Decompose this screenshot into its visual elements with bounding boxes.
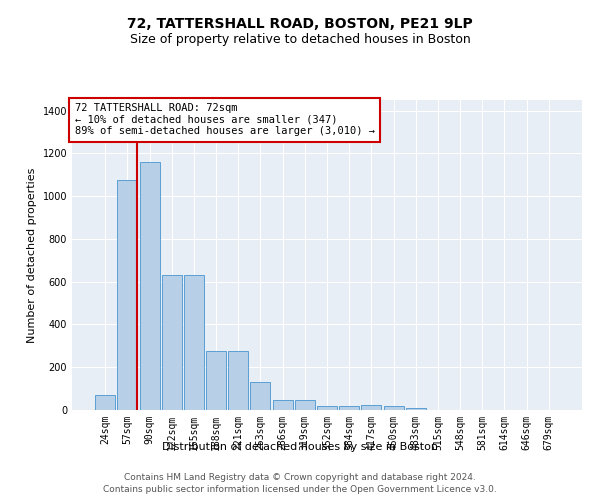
Bar (140, 162, 160, 410)
Text: Size of property relative to detached houses in Boston: Size of property relative to detached ho… (130, 32, 470, 46)
Bar (361, 404, 382, 410)
Bar (339, 406, 359, 410)
Text: Distribution of detached houses by size in Boston: Distribution of detached houses by size … (162, 442, 438, 452)
Bar (162, 276, 182, 410)
Bar (95, 395, 115, 410)
Text: Contains public sector information licensed under the Open Government Licence v3: Contains public sector information licen… (103, 485, 497, 494)
Bar (272, 400, 293, 410)
Text: Contains HM Land Registry data © Crown copyright and database right 2024.: Contains HM Land Registry data © Crown c… (124, 472, 476, 482)
Bar (206, 351, 226, 410)
Bar (317, 406, 337, 410)
Bar (118, 180, 137, 410)
Bar (406, 408, 426, 410)
Text: 72 TATTERSHALL ROAD: 72sqm
← 10% of detached houses are smaller (347)
89% of sem: 72 TATTERSHALL ROAD: 72sqm ← 10% of deta… (74, 103, 374, 136)
Y-axis label: Number of detached properties: Number of detached properties (27, 168, 37, 342)
Bar (184, 276, 204, 410)
Bar (250, 382, 271, 410)
Bar (228, 351, 248, 410)
Bar (383, 406, 404, 410)
Text: 72, TATTERSHALL ROAD, BOSTON, PE21 9LP: 72, TATTERSHALL ROAD, BOSTON, PE21 9LP (127, 18, 473, 32)
Bar (295, 400, 315, 410)
